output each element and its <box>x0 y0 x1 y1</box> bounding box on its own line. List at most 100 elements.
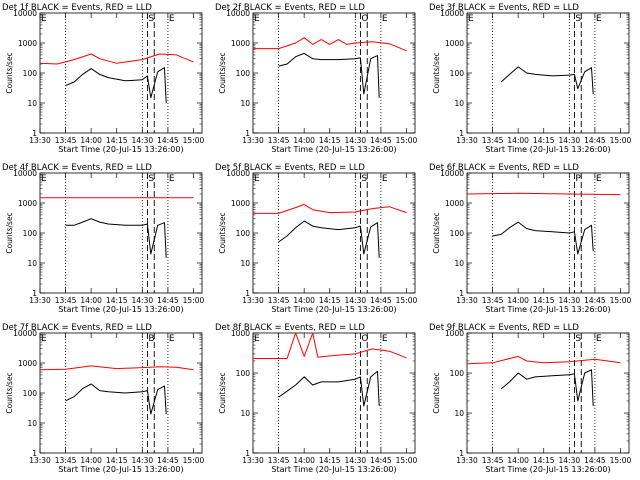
y-tick-label: 10 <box>454 409 464 418</box>
marker-label: E <box>254 14 260 24</box>
series-line-lld <box>39 365 194 371</box>
y-tick-label: 1000 <box>231 329 250 338</box>
plot-frame <box>252 332 416 454</box>
x-tick-label: 14:00 <box>293 456 315 465</box>
series-line-lld <box>39 53 194 65</box>
x-tick-label: 14:45 <box>157 296 179 305</box>
plot-frame <box>252 12 416 134</box>
series-line-events <box>278 52 380 98</box>
y-tick-label: 1000 <box>445 199 464 208</box>
y-axis-label: Counts/sec <box>218 52 227 93</box>
x-tick-label: 14:00 <box>507 136 529 145</box>
plot-frame <box>466 172 630 294</box>
marker-label: E <box>382 174 388 184</box>
marker-label: S <box>361 174 367 184</box>
plot-frame <box>252 172 416 294</box>
chart-panel-4: Det 4f BLACK = Events, RED = LLD 1 10 100 10… <box>2 163 205 314</box>
chart-title: Det 2f BLACK = Events, RED = LLD <box>215 3 365 13</box>
x-tick-label: 14:00 <box>507 296 529 305</box>
chart-panel-9: Det 9f BLACK = Events, RED = LLD 1 10 100 10… <box>429 323 632 474</box>
y-tick-label: 100 <box>23 69 38 78</box>
x-tick-label: 13:45 <box>482 456 504 465</box>
y-axis-label: Counts/sec <box>5 372 14 413</box>
x-tick-label: 14:30 <box>345 136 367 145</box>
x-axis-label: Start Time (20-Jul-15 13:26:00) <box>485 145 610 154</box>
marker-label: E <box>382 334 388 344</box>
chart-panel-5: Det 5f BLACK = Events, RED = LLD 1 10 100 10… <box>215 163 418 314</box>
x-tick-label: 14:45 <box>584 136 606 145</box>
x-axis-label: Start Time (20-Jul-15 13:26:00) <box>271 145 396 154</box>
marker-label: E <box>596 174 602 184</box>
x-tick-label: 13:30 <box>456 456 478 465</box>
chart-panel-3: Det 3f BLACK = Events, RED = LLD 1 10 100 10… <box>429 3 632 154</box>
chart-panel-7: Det 7f BLACK = Events, RED = LLD 1 10 100 10… <box>2 323 205 474</box>
y-tick-label: 10 <box>27 419 37 428</box>
series-line-lld <box>253 37 407 52</box>
y-tick-label: 10000 <box>440 169 464 178</box>
marker-label: E <box>41 174 47 184</box>
x-tick-label: 14:30 <box>345 296 367 305</box>
x-axis-label: Start Time (20-Jul-15 13:26:00) <box>58 305 183 314</box>
y-tick-label: 1 <box>459 129 464 138</box>
chart-panel-1: Det 1f BLACK = Events, RED = LLD 1 10 100 10… <box>2 3 205 154</box>
x-tick-label: 13:30 <box>456 296 478 305</box>
y-axis-label: Counts/sec <box>218 372 227 413</box>
y-tick-label: 100 <box>450 229 465 238</box>
x-tick-label: 14:45 <box>370 296 392 305</box>
marker-label: E <box>596 14 602 24</box>
x-tick-label: 13:30 <box>242 136 264 145</box>
series-line-events <box>278 220 380 258</box>
x-tick-label: 14:45 <box>370 456 392 465</box>
x-tick-label: 14:15 <box>319 456 341 465</box>
y-axis-label: Counts/sec <box>5 52 14 93</box>
x-tick-label: 14:15 <box>319 296 341 305</box>
chart-title: Det 8f BLACK = Events, RED = LLD <box>215 323 365 333</box>
y-tick-label: 10000 <box>226 9 250 18</box>
y-tick-label: 1 <box>245 289 250 298</box>
x-tick-label: 14:15 <box>319 136 341 145</box>
x-tick-label: 13:30 <box>29 136 51 145</box>
x-tick-label: 13:45 <box>482 296 504 305</box>
marker-label: E <box>41 334 47 344</box>
y-tick-label: 1 <box>245 449 250 458</box>
x-tick-label: 14:30 <box>559 296 581 305</box>
y-tick-label: 1 <box>459 449 464 458</box>
y-tick-label: 100 <box>450 69 465 78</box>
series-line-events <box>65 67 167 104</box>
x-tick-label: 13:45 <box>55 136 77 145</box>
x-tick-label: 14:00 <box>80 296 102 305</box>
y-tick-label: 10 <box>454 259 464 268</box>
x-tick-label: 15:00 <box>183 456 205 465</box>
marker-label: O <box>361 334 368 344</box>
series-line-events <box>500 66 594 95</box>
x-tick-label: 14:00 <box>80 136 102 145</box>
x-tick-label: 14:30 <box>559 456 581 465</box>
marker-label: E <box>596 334 602 344</box>
marker-label: E <box>382 14 388 24</box>
x-tick-label: 14:30 <box>345 456 367 465</box>
series-line-lld <box>466 355 621 365</box>
plot-frame <box>466 12 630 134</box>
y-tick-label: 1 <box>32 129 37 138</box>
x-tick-label: 13:45 <box>482 136 504 145</box>
y-tick-label: 1000 <box>445 39 464 48</box>
x-tick-label: 15:00 <box>610 296 632 305</box>
x-tick-label: 14:30 <box>132 296 154 305</box>
x-tick-label: 15:00 <box>396 456 418 465</box>
x-tick-label: 14:45 <box>584 456 606 465</box>
chart-title: Det 5f BLACK = Events, RED = LLD <box>215 163 365 173</box>
x-tick-label: 14:30 <box>132 456 154 465</box>
y-axis-label: Counts/sec <box>5 212 14 253</box>
x-tick-label: 13:30 <box>456 136 478 145</box>
x-tick-label: 14:15 <box>106 136 128 145</box>
x-axis-label: Start Time (20-Jul-15 13:26:00) <box>271 465 396 474</box>
x-tick-label: 14:15 <box>106 456 128 465</box>
y-tick-label: 10 <box>27 259 37 268</box>
x-tick-label: 14:30 <box>559 136 581 145</box>
x-tick-label: 14:00 <box>293 136 315 145</box>
chart-title: Det 1f BLACK = Events, RED = LLD <box>2 3 152 13</box>
chart-title: Det 9f BLACK = Events, RED = LLD <box>429 323 579 333</box>
plot-frame <box>39 172 203 294</box>
x-axis-label: Start Time (20-Jul-15 13:26:00) <box>58 145 183 154</box>
